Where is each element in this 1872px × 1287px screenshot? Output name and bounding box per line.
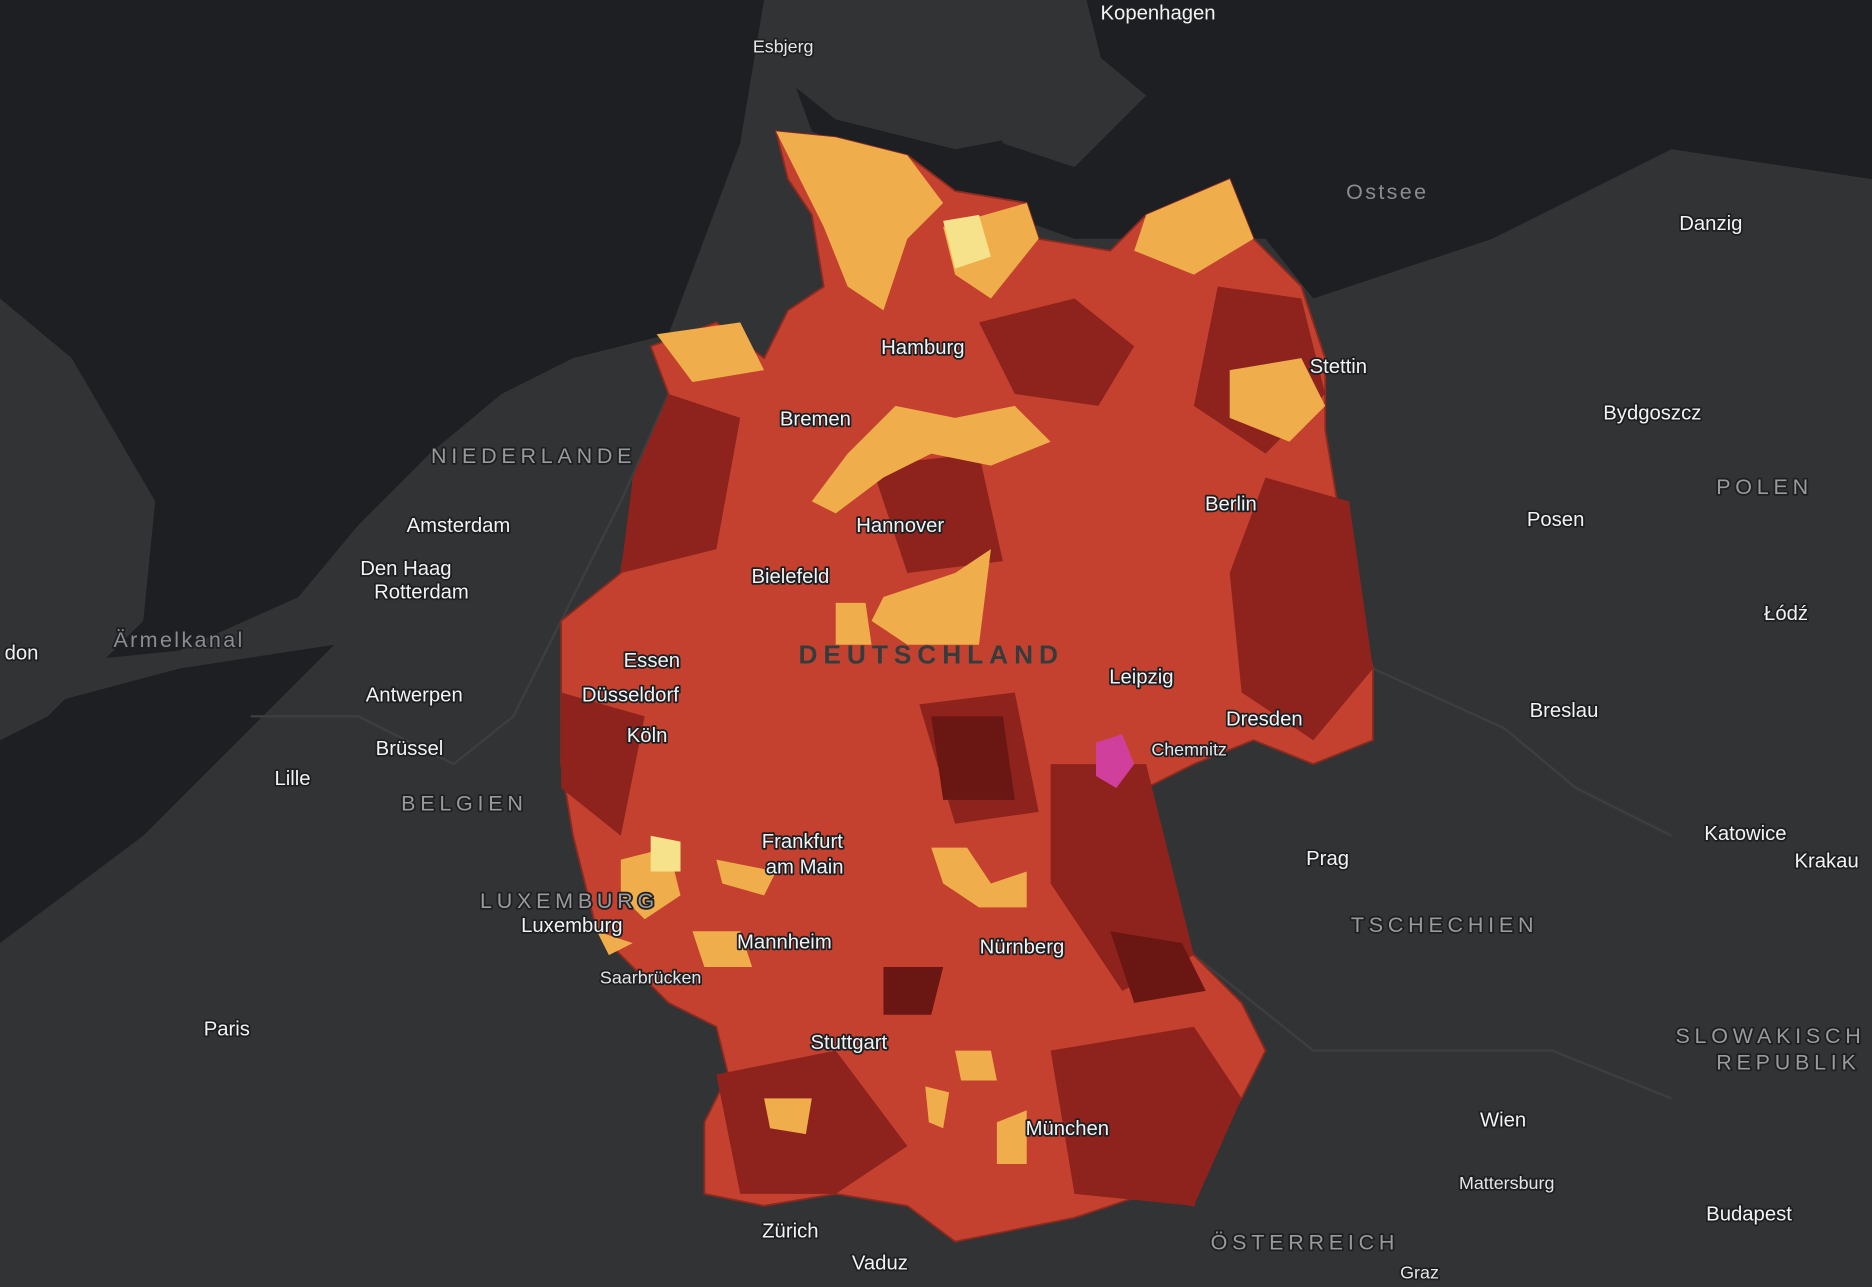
city-label: Dresden <box>1226 708 1303 730</box>
city-label: Krakau <box>1794 850 1858 872</box>
city-label: Prag <box>1306 848 1349 870</box>
city-label: Lille <box>274 768 310 790</box>
region-label: BELGIEN <box>401 791 528 815</box>
city-label: Düsseldorf <box>582 684 679 706</box>
city-label: Chemnitz <box>1151 740 1227 760</box>
city-label: Bremen <box>780 409 851 431</box>
city-label: Stuttgart <box>811 1032 888 1054</box>
city-label: Zürich <box>762 1220 818 1242</box>
britain <box>0 298 156 741</box>
city-label: Esbjerg <box>753 36 814 56</box>
region-label: Ostsee <box>1346 180 1428 204</box>
city-label: Danzig <box>1679 213 1742 235</box>
region-label: Ärmelkanal <box>113 628 244 652</box>
city-label: Stettin <box>1310 356 1367 378</box>
island <box>978 35 1147 168</box>
city-label: Brüssel <box>376 738 444 760</box>
north-sea <box>0 0 765 669</box>
city-label: Paris <box>204 1019 250 1041</box>
city-label: Frankfurt <box>762 831 844 853</box>
region-label: REPUBLIK <box>1716 1050 1860 1074</box>
city-label: Kopenhagen <box>1101 3 1216 25</box>
chemnitz-district <box>1095 734 1135 788</box>
city-label: Amsterdam <box>407 515 511 537</box>
city-label: München <box>1026 1118 1109 1140</box>
city-label: Rotterdam <box>374 582 469 604</box>
city-label: Luxemburg <box>521 915 622 937</box>
city-label: Antwerpen <box>366 684 463 706</box>
region-label: SLOWAKISCH <box>1675 1024 1865 1048</box>
city-label: don <box>5 643 39 665</box>
city-label: Saarbrücken <box>600 968 701 988</box>
city-label: Nürnberg <box>980 936 1065 958</box>
region-label: TSCHECHIEN <box>1351 913 1538 937</box>
city-label: Bydgoszcz <box>1603 403 1701 425</box>
city-label: Leipzig <box>1109 666 1173 688</box>
city-label: Łódź <box>1764 603 1808 625</box>
city-label: Mannheim <box>737 932 832 954</box>
city-label: Budapest <box>1706 1204 1792 1226</box>
region-label: POLEN <box>1716 475 1813 499</box>
city-label: Katowice <box>1704 823 1786 845</box>
region-label: NIEDERLANDE <box>431 444 636 468</box>
darkest-districts <box>883 716 1206 1015</box>
light-districts <box>650 214 991 872</box>
city-label: Berlin <box>1205 493 1257 515</box>
region-label: DEUTSCHLAND <box>798 640 1063 670</box>
city-label: Hamburg <box>881 337 964 359</box>
region-label: LUXEMBURG <box>480 889 659 913</box>
city-label: Essen <box>624 650 680 672</box>
city-label: Mattersburg <box>1459 1173 1554 1193</box>
labels: Kopenhagen Esbjerg Ostsee Danzig Stettin Hamb… <box>3 1 1865 1284</box>
borders <box>250 393 1672 1100</box>
city-label: am Main <box>766 856 844 878</box>
city-label: Graz <box>1400 1263 1439 1283</box>
city-label: Vaduz <box>852 1253 908 1275</box>
city-label: Posen <box>1527 509 1585 531</box>
city-label: Hannover <box>856 515 944 537</box>
channel <box>0 644 335 944</box>
city-label: Köln <box>627 725 668 747</box>
city-label: Wien <box>1480 1109 1526 1131</box>
region-label: ÖSTERREICH <box>1211 1231 1400 1255</box>
city-label: Den Haag <box>360 558 451 580</box>
city-label: Bielefeld <box>751 566 829 588</box>
city-label: Breslau <box>1530 700 1599 722</box>
